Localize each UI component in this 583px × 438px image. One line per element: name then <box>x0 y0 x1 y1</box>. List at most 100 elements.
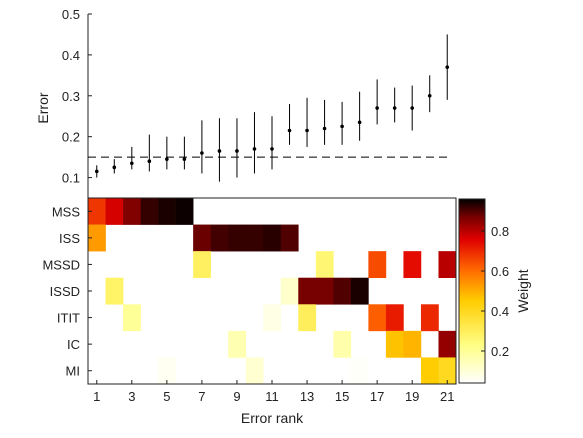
error-point <box>112 165 117 170</box>
heatmap-cell <box>228 224 247 252</box>
error-point <box>217 149 222 153</box>
x-tick-label: 15 <box>335 389 349 404</box>
error-plot-area <box>88 14 456 198</box>
error-bars <box>94 34 450 182</box>
heatmap-cell <box>158 357 176 385</box>
error-point <box>322 126 327 131</box>
x-tick-label: 13 <box>300 389 314 404</box>
error-y-tick-label: 0.5 <box>62 7 80 22</box>
heatmap-cell <box>403 330 422 358</box>
heatmap-cell <box>385 304 404 332</box>
heatmap-cell <box>123 304 141 332</box>
heatmap-cell <box>140 198 159 225</box>
error-axis-label: Error <box>35 92 51 123</box>
x-tick-label: 17 <box>370 389 384 404</box>
colorbar-label: Weight <box>515 269 531 312</box>
heatmap-cell <box>315 277 334 305</box>
error-point <box>182 157 187 161</box>
error-point <box>165 157 169 161</box>
heatmap-cells <box>88 198 457 385</box>
heatmap-cell <box>88 224 106 252</box>
heatmap-row-label: MSSD <box>42 257 80 272</box>
heatmap-cell <box>175 198 194 225</box>
heatmap-cell <box>175 330 194 358</box>
heatmap-cell <box>245 357 264 385</box>
error-point <box>94 169 99 174</box>
heatmap-cell <box>123 198 141 225</box>
error-point <box>147 159 152 163</box>
heatmap-cell <box>105 277 124 305</box>
weight-colorbar: 0.2 0.4 0.6 0.8 Weight <box>458 198 531 384</box>
colorbar-tick-label: 0.6 <box>491 264 509 279</box>
x-tick-label: 9 <box>233 389 240 404</box>
heatmap-cell <box>228 330 247 358</box>
heatmap-cell <box>420 304 439 332</box>
error-point <box>445 65 450 69</box>
error-y-tick-label: 0.3 <box>62 89 80 104</box>
error-point <box>252 147 257 151</box>
error-y-ticks: 0.1 0.2 0.3 0.4 0.5 <box>62 7 92 186</box>
error-point <box>427 93 432 98</box>
heatmap-cell <box>350 357 369 385</box>
x-tick-label: 21 <box>440 389 454 404</box>
heatmap-cell <box>280 277 299 305</box>
heatmap-cell <box>298 277 317 305</box>
heatmap-row-label: MI <box>66 364 80 379</box>
colorbar-tick-label: 0.8 <box>491 224 509 239</box>
heatmap-cell <box>193 224 211 252</box>
error-plot: 0.1 0.2 0.3 0.4 0.5 Error <box>35 7 456 198</box>
x-tick-label: 7 <box>198 389 205 404</box>
error-point <box>200 151 204 155</box>
heatmap-cell <box>438 251 457 279</box>
error-point <box>340 124 344 129</box>
colorbar-gradient <box>458 198 486 384</box>
heatmap-cell <box>298 304 317 332</box>
heatmap-cell <box>210 224 229 252</box>
heatmap-cell <box>438 357 457 385</box>
heatmap-x-ticks: 1 3 5 7 9 11 13 15 17 19 21 <box>93 380 454 404</box>
heatmap-cell <box>245 224 264 252</box>
heatmap-row-label: ITIT <box>57 311 80 326</box>
heatmap-cell <box>333 277 352 305</box>
error-point <box>357 120 362 125</box>
heatmap-cell <box>385 330 404 358</box>
x-tick-label: 19 <box>405 389 419 404</box>
heatmap-cell <box>193 251 211 279</box>
heatmap-row-label: IC <box>67 337 80 352</box>
x-tick-label: 3 <box>128 389 135 404</box>
error-rank-axis-label: Error rank <box>241 410 304 426</box>
error-point <box>375 106 379 110</box>
heatmap-cell <box>333 330 352 358</box>
heatmap-cell <box>315 251 334 279</box>
heatmap-cell <box>350 277 369 305</box>
heatmap-cell <box>280 224 299 252</box>
heatmap-cell <box>420 357 439 385</box>
x-tick-label: 5 <box>163 389 170 404</box>
heatmap-cell <box>88 198 106 225</box>
heatmap-row-labels: MSS ISS MSSD ISSD ITIT IC MI <box>42 204 92 379</box>
error-y-tick-label: 0.4 <box>62 48 80 63</box>
heatmap-cell <box>263 304 282 332</box>
error-point <box>130 161 134 166</box>
heatmap-cell <box>158 198 176 225</box>
error-y-tick-label: 0.2 <box>62 130 80 145</box>
error-point <box>287 128 292 133</box>
error-point <box>270 147 274 151</box>
heatmap-cell <box>105 198 124 225</box>
heatmap-cell <box>403 251 422 279</box>
heatmap-cell <box>438 330 457 358</box>
error-y-tick-label: 0.1 <box>62 171 80 186</box>
heatmap-cell <box>263 224 282 252</box>
x-tick-label: 1 <box>93 389 100 404</box>
error-point <box>305 128 309 133</box>
error-point <box>410 106 414 110</box>
colorbar-tick-label: 0.2 <box>491 344 509 359</box>
error-point <box>392 106 397 110</box>
heatmap-cell <box>368 251 387 279</box>
colorbar-ticks: 0.2 0.4 0.6 0.8 <box>481 224 509 359</box>
error-point <box>235 149 239 153</box>
x-tick-label: 11 <box>265 389 279 404</box>
colorbar-tick-label: 0.4 <box>491 304 509 319</box>
